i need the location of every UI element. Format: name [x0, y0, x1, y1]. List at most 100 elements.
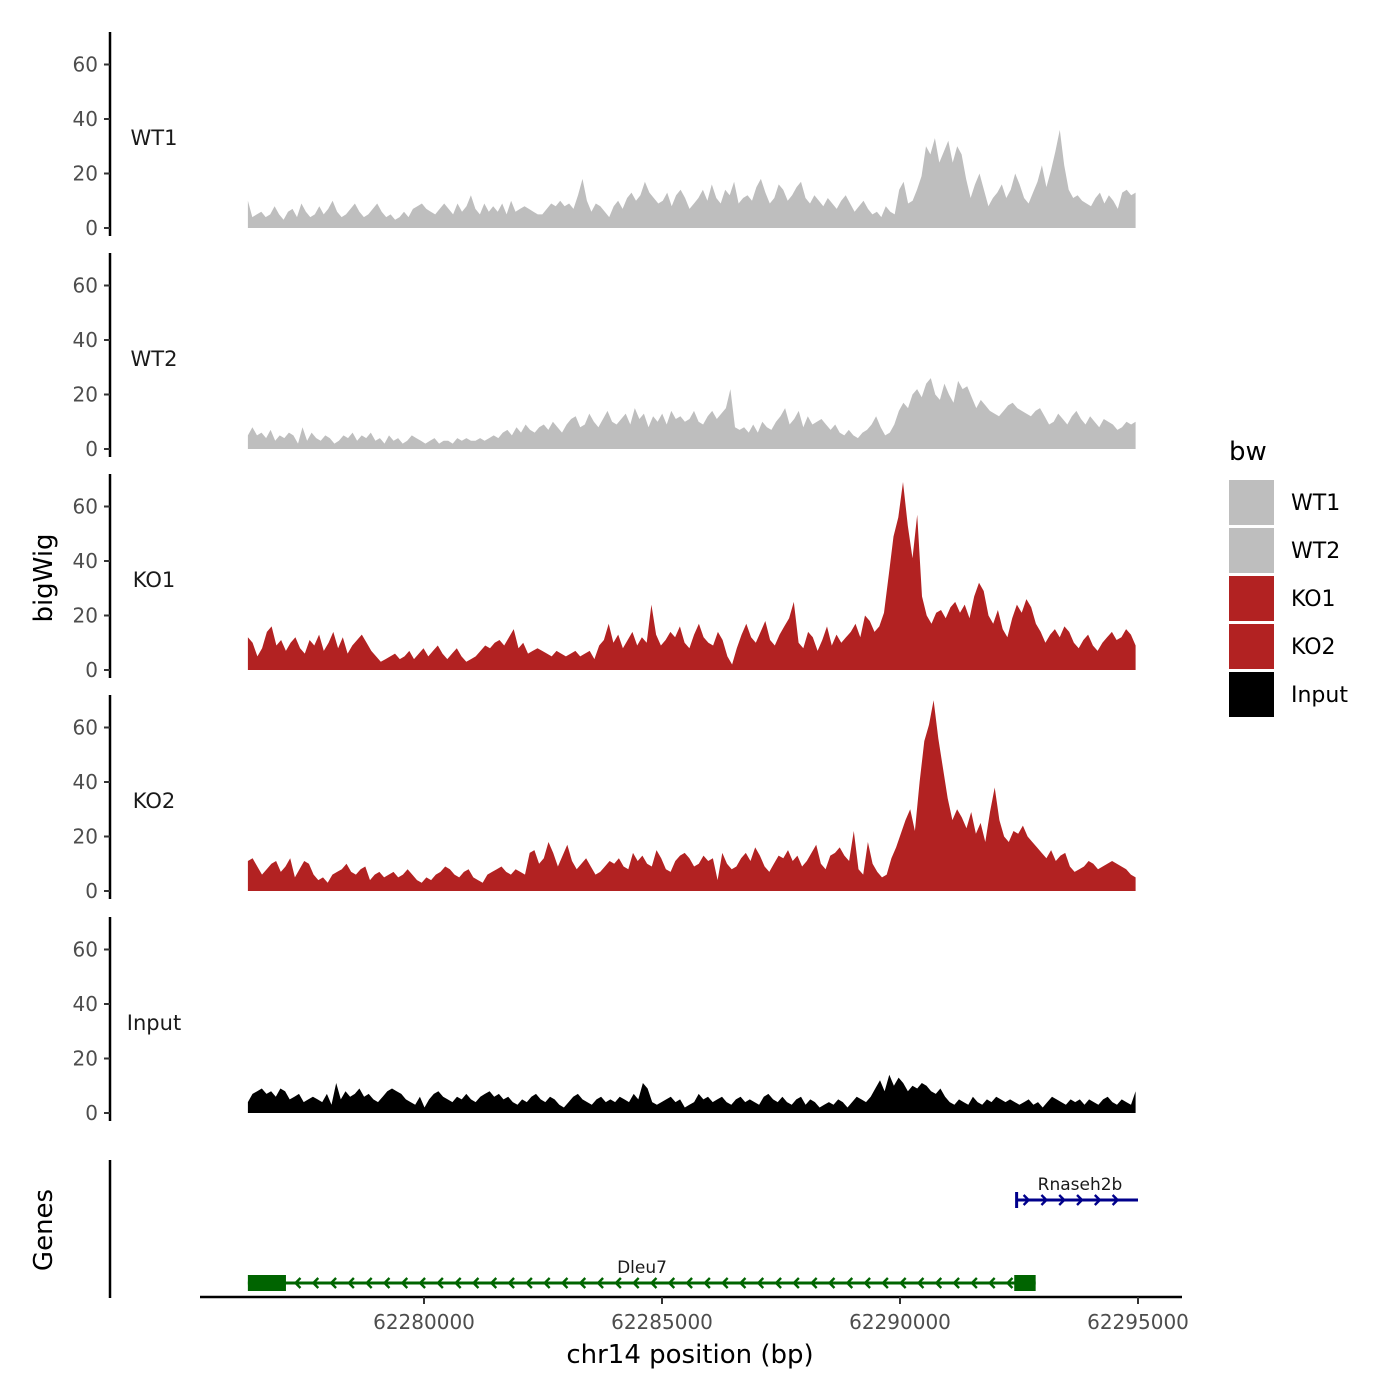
strand-arrow — [774, 1277, 782, 1289]
strand-arrow — [631, 1277, 640, 1289]
track-label: KO2 — [133, 789, 176, 813]
y-tick-label: 60 — [73, 938, 98, 962]
x-tick-label: 62290000 — [849, 1310, 951, 1334]
strand-arrow — [578, 1277, 587, 1289]
y-tick-label: 0 — [85, 1101, 98, 1125]
gene-rnaseh2b: Rnaseh2b — [1015, 1175, 1138, 1208]
legend-label-wt1: WT1 — [1291, 491, 1340, 516]
strand-arrow — [952, 1277, 960, 1289]
legend-swatch-input — [1229, 672, 1274, 717]
strand-arrow — [1093, 1194, 1102, 1206]
legend-label-input: Input — [1291, 683, 1348, 708]
strand-arrow — [756, 1277, 765, 1289]
y-tick-label: 20 — [73, 162, 98, 186]
strand-arrow — [489, 1277, 498, 1289]
track-ko1: 0 20 40 60 KO1 — [73, 474, 1136, 682]
coverage-tracks: 0 20 40 60 WT1 0 20 40 60 WT2 0 20 40 60 KO1 0 20 40 60 KO2… — [73, 32, 1136, 1125]
strand-arrow — [293, 1277, 302, 1289]
strand-arrow — [542, 1277, 551, 1289]
legend: bw WT1 WT2 KO1 KO2 Input — [1229, 437, 1348, 717]
y-tick-label: 20 — [73, 1047, 98, 1071]
strand-arrow — [720, 1277, 729, 1289]
strand-arrow — [614, 1277, 622, 1289]
track-label: KO1 — [133, 568, 176, 592]
strand-arrow — [1005, 1277, 1014, 1289]
legend-label-ko2: KO2 — [1291, 635, 1336, 660]
genes-axis-title: Genes — [29, 1189, 59, 1271]
track-label: WT1 — [131, 126, 178, 150]
y-tick-label: 40 — [73, 107, 98, 131]
strand-arrow — [400, 1277, 409, 1289]
y-tick-label: 40 — [73, 328, 98, 352]
coverage-area-ko1 — [247, 482, 1136, 670]
strand-arrow — [507, 1277, 515, 1289]
strand-arrow — [649, 1277, 658, 1289]
strand-arrow — [703, 1277, 711, 1289]
x-tick-label: 62280000 — [373, 1310, 475, 1334]
x-tick-label: 62295000 — [1087, 1310, 1189, 1334]
y-tick-label: 40 — [73, 549, 98, 573]
strand-arrow — [970, 1277, 978, 1289]
legend-label-wt2: WT2 — [1291, 539, 1340, 564]
strand-arrow — [436, 1277, 444, 1289]
y-tick-label: 60 — [73, 495, 98, 519]
strand-arrow — [987, 1277, 996, 1289]
y-tick-label: 0 — [85, 437, 98, 461]
x-axis: 62280000 62285000 62290000 62295000 — [200, 1295, 1189, 1334]
exon — [247, 1275, 286, 1291]
exon — [1014, 1275, 1036, 1291]
x-axis-title: chr14 position (bp) — [566, 1340, 813, 1370]
coverage-area-ko2 — [247, 700, 1136, 891]
coverage-area-input — [247, 1074, 1136, 1113]
y-axis-title: bigWig — [29, 533, 59, 622]
strand-arrow — [738, 1277, 747, 1289]
track-label: Input — [127, 1011, 181, 1035]
strand-arrow — [667, 1277, 676, 1289]
strand-arrow — [1040, 1194, 1049, 1206]
strand-arrow — [347, 1277, 355, 1289]
strand-arrow — [916, 1277, 925, 1289]
track-wt1: 0 20 40 60 WT1 — [73, 32, 1136, 240]
strand-arrow — [863, 1277, 871, 1289]
strand-arrow — [898, 1277, 907, 1289]
legend-swatch-wt2 — [1229, 528, 1274, 573]
strand-arrow — [311, 1277, 320, 1289]
strand-arrow — [792, 1277, 800, 1289]
legend-swatch-ko2 — [1229, 624, 1274, 669]
track-ko2: 0 20 40 60 KO2 — [73, 695, 1136, 903]
y-tick-label: 20 — [73, 383, 98, 407]
legend-swatch-wt1 — [1229, 480, 1274, 525]
y-tick-label: 0 — [85, 216, 98, 240]
coverage-area-wt1 — [247, 129, 1136, 228]
track-wt2: 0 20 40 60 WT2 — [73, 253, 1136, 461]
strand-arrow — [809, 1277, 818, 1289]
y-tick-label: 40 — [73, 992, 98, 1016]
strand-arrow — [364, 1277, 373, 1289]
strand-arrow — [1076, 1194, 1084, 1206]
strand-arrow — [418, 1277, 426, 1289]
track-input: 0 20 40 60 Input — [73, 917, 1136, 1125]
track-label: WT2 — [131, 347, 178, 371]
y-tick-label: 0 — [85, 879, 98, 903]
strand-arrow — [329, 1277, 337, 1289]
strand-arrow — [685, 1277, 693, 1289]
y-tick-label: 0 — [85, 658, 98, 682]
strand-arrow — [845, 1277, 854, 1289]
strand-arrow — [525, 1277, 533, 1289]
strand-arrow — [560, 1277, 569, 1289]
y-tick-label: 60 — [73, 716, 98, 740]
strand-arrow — [471, 1277, 480, 1289]
coverage-area-wt2 — [247, 378, 1136, 449]
gene-label: Dleu7 — [617, 1258, 667, 1278]
y-tick-label: 60 — [73, 53, 98, 77]
gene-dleu7: Dleu7 — [247, 1258, 1036, 1291]
x-tick-label: 62285000 — [611, 1310, 713, 1334]
legend-swatch-ko1 — [1229, 576, 1274, 621]
strand-arrow — [382, 1277, 391, 1289]
strand-arrow — [827, 1277, 836, 1289]
y-tick-label: 40 — [73, 770, 98, 794]
strand-arrow — [596, 1277, 604, 1289]
gene-label: Rnaseh2b — [1038, 1175, 1123, 1195]
y-tick-label: 60 — [73, 274, 98, 298]
